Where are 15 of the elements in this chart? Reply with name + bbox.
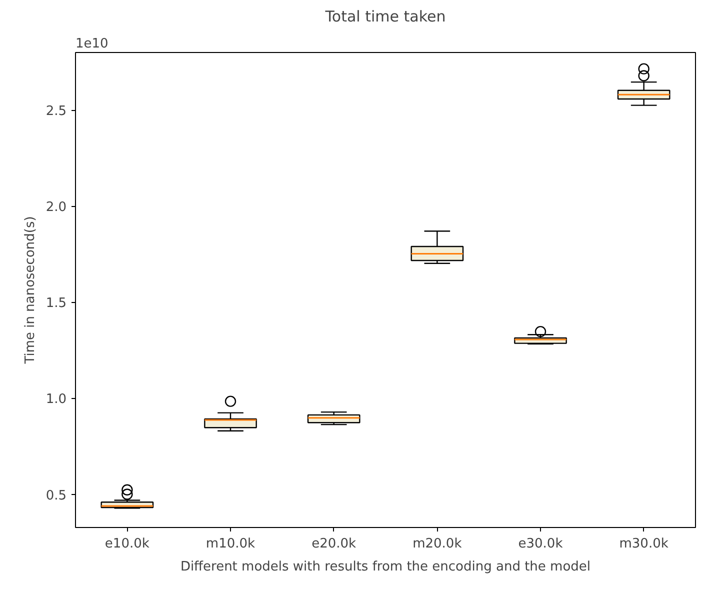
x-tick-label: m30.0k [619, 536, 669, 552]
x-tick-label: e30.0k [518, 536, 564, 552]
x-tick-label: e10.0k [104, 536, 150, 552]
text: 1e10 [76, 36, 108, 52]
x-tick-label: m10.0k [206, 536, 256, 552]
x-axis-title: Different models with results from the encoding and the model [180, 560, 591, 574]
x-tick-label: e20.0k [312, 536, 357, 552]
x-tick-label: m20.0k [412, 536, 462, 552]
y-tick-label: 0.5 [46, 488, 67, 504]
chart-title: Total time taken [324, 8, 446, 26]
y-tick-label: 2.5 [46, 104, 67, 120]
y-axis-title: Time in nanosecond(s) [22, 216, 38, 365]
y-tick-label: 1.0 [46, 392, 67, 408]
y-tick-label: 1.5 [46, 296, 67, 312]
y-tick-label: 2.0 [46, 200, 67, 216]
